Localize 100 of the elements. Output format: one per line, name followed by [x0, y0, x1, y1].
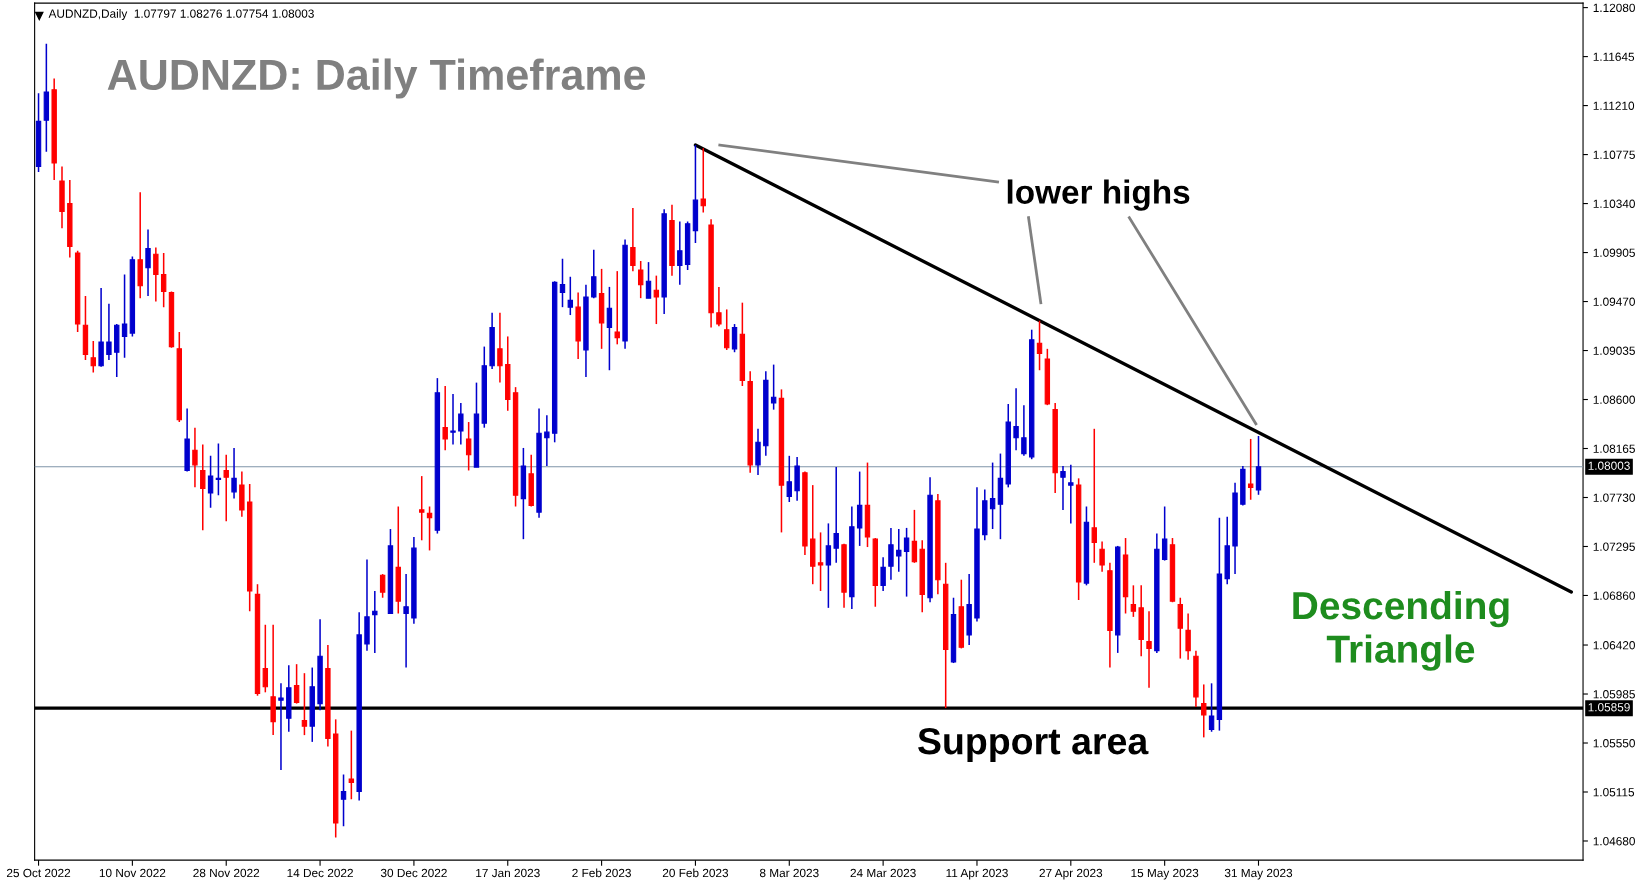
candlestick	[700, 147, 706, 214]
x-tick-label: 11 Apr 2023	[946, 868, 1008, 880]
x-tick-label: 30 Dec 2022	[380, 868, 447, 878]
candlestick	[559, 257, 566, 308]
annotation: AUDNZD,Daily 1.07797 1.08276 1.07754 1.08003	[48, 9, 314, 21]
candlestick	[450, 393, 456, 446]
candlestick	[1091, 428, 1097, 564]
candlestick	[223, 453, 229, 522]
x-tick-label: 8 Mar 2023	[759, 868, 819, 878]
y-tick-label: 1.11645	[1593, 52, 1635, 61]
candlestick	[637, 260, 644, 299]
y-tick-label: 1.10340	[1593, 199, 1635, 208]
candlestick	[106, 303, 112, 361]
candlestick	[833, 466, 839, 564]
y-tick-label: 1.10775	[1593, 150, 1635, 159]
candlestick	[145, 228, 151, 297]
candlestick	[645, 261, 652, 299]
candlestick	[231, 447, 237, 500]
candlestick	[301, 672, 308, 736]
candlestick	[278, 682, 284, 771]
candlestick	[200, 443, 206, 531]
candlestick	[825, 522, 832, 609]
candlestick	[1161, 505, 1168, 562]
candlestick	[1068, 464, 1074, 525]
candlestick	[1201, 683, 1207, 739]
candlestick	[207, 455, 214, 509]
y-tick-label: 1.07295	[1593, 542, 1635, 551]
candlestick	[465, 421, 472, 472]
x-tick-label: 20 Feb 2023	[662, 868, 729, 878]
x-tick-label: 31 May 2023	[1224, 868, 1293, 880]
candlestick	[458, 402, 464, 446]
x-tick-label: 24 Mar 2023	[850, 868, 916, 878]
text: AUDNZD: Daily Timeframe	[107, 58, 646, 99]
candlestick	[1177, 596, 1184, 660]
y-tick-label: 1.06420	[1593, 641, 1635, 650]
x-tick-label: 15 May 2023	[1131, 868, 1199, 880]
candlestick	[544, 414, 550, 467]
candlestick	[153, 246, 159, 303]
y-tick-label: 1.12080	[1593, 3, 1635, 12]
candlestick	[591, 248, 597, 299]
candlestick	[340, 773, 347, 828]
candlestick	[192, 426, 198, 489]
candlestick	[614, 270, 620, 346]
candlestick	[348, 729, 355, 801]
candlestick	[1208, 682, 1215, 733]
y-tick-label: 1.07730	[1593, 493, 1635, 502]
candlestick	[1247, 438, 1254, 501]
y-tick-label: 1.08165	[1593, 444, 1635, 453]
candlestick	[403, 573, 409, 669]
candlestick	[160, 252, 167, 308]
candlestick	[716, 286, 722, 328]
candlestick	[677, 220, 683, 286]
candlestick	[1130, 584, 1137, 618]
candlestick	[1021, 404, 1027, 457]
candlestick	[755, 428, 761, 476]
ref-line-label: 1.05859	[1588, 703, 1630, 712]
y-tick-label: 1.11210	[1593, 101, 1635, 110]
y-tick-label: 1.05985	[1593, 690, 1635, 699]
x-tick-label: 10 Nov 2022	[99, 868, 166, 878]
candlestick	[121, 273, 128, 359]
candlestick	[606, 286, 613, 372]
candlestick	[724, 308, 730, 351]
x-tick-label: 17 Jan 2023	[476, 868, 540, 878]
candlestick	[630, 207, 636, 272]
annotation: lower highs	[1007, 179, 1190, 211]
annotation: Support area	[918, 727, 1149, 762]
x-tick-label: 2 Feb 2023	[572, 868, 631, 878]
y-tick-label: 1.09905	[1593, 248, 1635, 257]
y-tick-label: 1.05550	[1593, 739, 1635, 748]
candlestick	[1255, 435, 1262, 496]
candlestick	[1036, 319, 1043, 372]
candlestick	[731, 323, 738, 353]
candlestick	[653, 274, 660, 325]
x-tick-label: 28 Nov 2022	[193, 868, 260, 878]
ref-line-label: 1.08003	[1588, 461, 1630, 470]
y-tick-label: 1.04680	[1593, 837, 1635, 846]
candlestick	[903, 527, 910, 598]
candlestick	[770, 363, 777, 411]
y-tick-label: 1.05115	[1593, 788, 1635, 797]
y-tick-label: 1.08600	[1593, 395, 1635, 404]
candlestick	[419, 475, 425, 542]
candlestick	[1185, 612, 1191, 661]
candlestick	[379, 573, 386, 599]
candlestick	[880, 556, 886, 592]
x-tick-label: 14 Dec 2022	[287, 868, 353, 878]
candlestick	[442, 385, 448, 451]
annotation: Descending Triangle	[1293, 590, 1509, 671]
candlestick	[888, 527, 894, 581]
y-tick-label: 1.06860	[1593, 591, 1635, 600]
x-tick-label: 27 Apr 2023	[1039, 868, 1103, 880]
candlestick	[856, 470, 863, 547]
candlestick	[911, 509, 918, 564]
candlestick	[1099, 540, 1105, 573]
candlestick	[293, 663, 300, 705]
candlestick	[567, 275, 574, 316]
candlestick	[90, 340, 96, 374]
y-tick-label: 1.09470	[1593, 297, 1635, 306]
candlestick	[896, 528, 902, 573]
candlestick	[372, 590, 378, 654]
candlestick	[989, 461, 996, 530]
